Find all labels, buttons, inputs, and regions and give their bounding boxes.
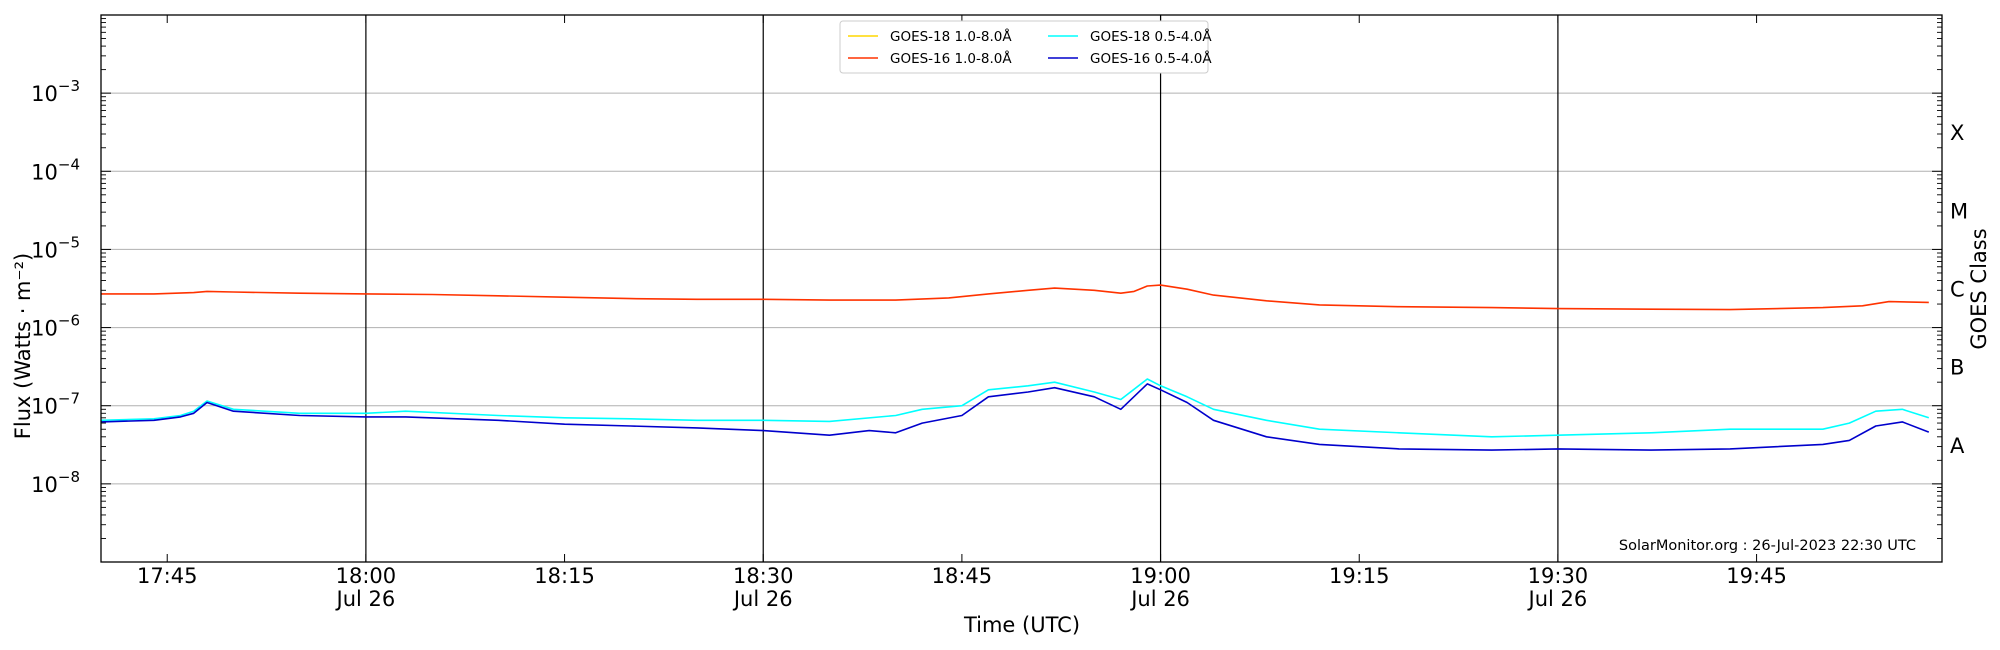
y-tick-label: 10−5 <box>31 233 80 262</box>
watermark-annotation: SolarMonitor.org : 26-Jul-2023 22:30 UTC <box>1619 538 1916 554</box>
x-tick-label: 17:45 <box>137 564 198 588</box>
series-line-3 <box>100 378 1930 438</box>
y-tick-label: 10−6 <box>31 312 80 341</box>
goes-class-label: C <box>1950 278 1965 302</box>
goes-class-label: B <box>1950 356 1964 380</box>
legend-label: GOES-18 0.5-4.0Å <box>1090 28 1212 45</box>
legend-label: GOES-16 0.5-4.0Å <box>1090 50 1212 67</box>
y-right-axis-label: GOES Class <box>1967 228 1991 349</box>
x-tick-label: 19:45 <box>1726 564 1787 588</box>
y-axis-label: Flux (Watts · m⁻²) <box>11 253 35 439</box>
legend-box <box>839 20 1209 74</box>
x-tick-date-label: Jul 26 <box>1527 587 1588 611</box>
x-tick-label: 18:45 <box>932 564 993 588</box>
x-tick-date-label: Jul 26 <box>732 587 793 611</box>
y-tick-label: 10−4 <box>31 155 80 184</box>
series-layer <box>100 284 1930 451</box>
goes-class-label: A <box>1950 434 1965 458</box>
legend: GOES-18 1.0-8.0Å GOES-16 1.0-8.0Å GOES-18 … <box>839 20 1212 74</box>
x-tick-label: 19:15 <box>1329 564 1390 588</box>
x-tick-label: 18:30 <box>733 564 794 588</box>
x-tick-date-label: Jul 26 <box>1129 587 1190 611</box>
x-tick-label: 19:00 <box>1130 564 1191 588</box>
x-tick-label: 18:15 <box>534 564 595 588</box>
goes-class-label: X <box>1950 121 1964 145</box>
x-tick-label: 18:00 <box>336 564 397 588</box>
goes-class-label: M <box>1950 199 1968 223</box>
series-line-4 <box>100 383 1930 451</box>
x-axis-label: Time (UTC) <box>963 613 1080 637</box>
y-tick-label: 10−8 <box>31 468 80 497</box>
y-tick-label: 10−3 <box>31 77 80 106</box>
plot-area <box>101 15 1942 562</box>
x-tick-date-label: Jul 26 <box>335 587 396 611</box>
y-tick-label: 10−7 <box>31 390 80 419</box>
legend-label: GOES-18 1.0-8.0Å <box>890 28 1012 45</box>
series-line-2 <box>101 284 1929 311</box>
legend-label: GOES-16 1.0-8.0Å <box>890 50 1012 67</box>
plot-frame <box>100 14 1943 563</box>
x-tick-label: 19:30 <box>1528 564 1589 588</box>
